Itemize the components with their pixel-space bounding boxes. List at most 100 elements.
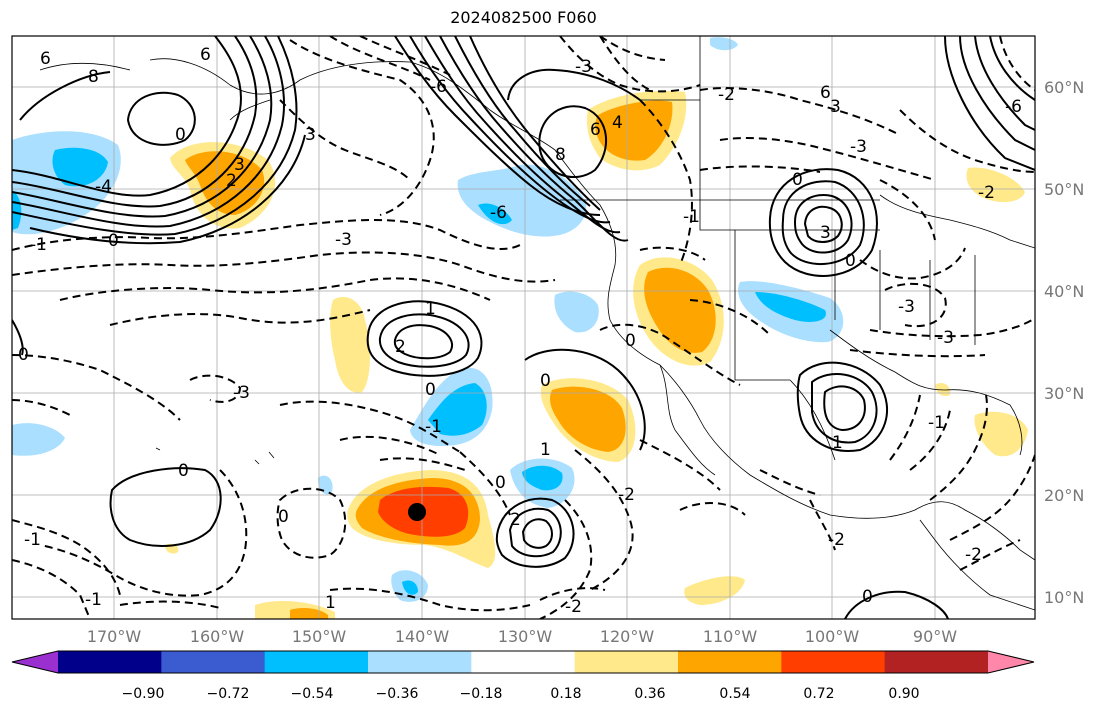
longitude-labels: 170°W 160°W 150°W 140°W 130°W 120°W 110°… [87, 627, 957, 646]
contour-label: 6 [820, 83, 831, 103]
contour-label: -6 [430, 77, 447, 97]
contour-label: 8 [555, 145, 566, 165]
shade-pos-mod [185, 151, 265, 215]
lon-label: 100°W [805, 627, 860, 646]
shade-neg-weak [710, 37, 738, 51]
colorbar-tick-label: 0.36 [634, 686, 665, 702]
contour-label: 0 [425, 380, 436, 400]
contour-label: 1 [325, 593, 336, 613]
colorbar-tick-label: 0.54 [719, 686, 750, 702]
map-title: 2024082500 F060 [450, 8, 597, 27]
colorbar-bin [161, 651, 266, 673]
contour-label: -2 [565, 597, 582, 617]
shade-neg-weak [318, 475, 333, 495]
shade-neg-mod [428, 383, 487, 436]
colorbar-labels: −0.90 −0.72 −0.54 −0.36 −0.18 0.18 0.36 … [122, 686, 920, 702]
colorbar-bin [884, 651, 989, 673]
shade-pos-mod [550, 386, 626, 452]
lat-label: 50°N [1044, 180, 1084, 199]
contour-label: 2 [510, 510, 521, 530]
contour-label: -3 [937, 328, 954, 348]
colorbar [11, 650, 1035, 674]
colorbar-outline [11, 650, 1035, 674]
contour-label: 2 [226, 171, 237, 191]
contour-label: -3 [233, 383, 250, 403]
colorbar-bin [264, 651, 369, 673]
contour-labels: 6 8 0 6 -4 2 3 0 -1 -3 3 -6 -3 -6 4 8 6 … [18, 45, 1022, 617]
shade-neg-weak [554, 291, 599, 333]
contour-label: -6 [1005, 97, 1022, 117]
colorbar-bin [781, 651, 886, 673]
contour-label: 3 [305, 125, 316, 145]
contour-label: 6 [200, 45, 211, 65]
latitude-labels: 60°N 50°N 40°N 30°N 20°N 10°N [1044, 78, 1084, 607]
contour-label: -1 [928, 413, 945, 433]
lon-label: 150°W [292, 627, 347, 646]
colorbar-tick-label: 0.18 [550, 686, 581, 702]
contour-label: -1 [30, 235, 47, 255]
shade-pos-weak [330, 296, 370, 393]
contour-label: -6 [490, 203, 507, 223]
colorbar-tick-label: −0.90 [122, 686, 165, 702]
coastlines [39, 36, 1035, 611]
colorbar-tick-label: −0.54 [291, 686, 334, 702]
colorbar-bin [678, 651, 782, 673]
colorbar-bin [574, 651, 679, 673]
contours [12, 36, 1035, 619]
contour-label: -2 [618, 485, 635, 505]
contour-label: 6 [590, 120, 601, 140]
contour-label: 0 [178, 461, 189, 481]
lon-label: 90°W [913, 627, 957, 646]
contour-label: 3 [820, 223, 831, 243]
shade-neg-mod [12, 190, 22, 230]
lon-label: 110°W [703, 627, 758, 646]
contour-label: -2 [828, 530, 845, 550]
shade-pos-mod [644, 267, 716, 353]
lon-label: 140°W [395, 627, 450, 646]
shade-neg-mod [478, 203, 512, 225]
contour-label: 0 [862, 587, 873, 607]
colorbar-tick-label: −0.36 [376, 686, 419, 702]
contour-label: 0 [792, 170, 803, 190]
contour-label: -1 [24, 530, 41, 550]
contour-label: 8 [88, 67, 99, 87]
contour-label: 1 [832, 433, 843, 453]
lon-label: 130°W [498, 627, 553, 646]
storm-center-marker [408, 503, 426, 521]
contour-label: 0 [278, 507, 289, 527]
contour-label: 0 [108, 231, 119, 251]
contour-label: 3 [830, 97, 841, 117]
contour-label: 1 [425, 299, 436, 319]
shade-pos-weak [684, 576, 745, 605]
shade-neg-weak [12, 423, 65, 456]
contour-label: 2 [395, 337, 406, 357]
lon-label: 170°W [87, 627, 142, 646]
contour-label: 0 [175, 125, 186, 145]
contour-label: -2 [978, 183, 995, 203]
contour-label: -3 [575, 57, 592, 77]
contour-label: 0 [495, 473, 506, 493]
contour-label: 4 [612, 113, 623, 133]
shade-pos-mod [290, 607, 328, 619]
shade-neg-mod [52, 147, 108, 187]
shade-neg-mod [402, 580, 418, 595]
contour-label: 6 [40, 49, 51, 69]
contour-label: -1 [85, 590, 102, 610]
shade-pos-weak [974, 411, 1028, 457]
contour-label: 0 [540, 371, 551, 391]
lat-label: 30°N [1044, 384, 1084, 403]
contour-label: 0 [625, 331, 636, 351]
colorbar-tick-label: 0.72 [803, 686, 834, 702]
lon-label: 160°W [190, 627, 245, 646]
contour-label: 1 [540, 440, 551, 460]
shade-neg-mod [755, 292, 826, 322]
contour-label: 3 [234, 155, 245, 175]
colorbar-extend-low [12, 651, 58, 673]
contour-label: -3 [335, 230, 352, 250]
lon-label: 120°W [600, 627, 655, 646]
colorbar-bin [368, 651, 472, 673]
contour-label: -1 [425, 417, 442, 437]
colorbar-bin [58, 651, 162, 673]
colorbar-tick-label: −0.72 [207, 686, 250, 702]
